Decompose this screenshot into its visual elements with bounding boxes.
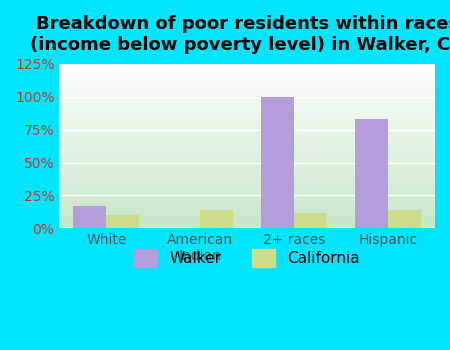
- Bar: [200, 210, 233, 229]
- Bar: [294, 212, 327, 229]
- Bar: [106, 215, 139, 229]
- Bar: [261, 97, 294, 229]
- Bar: [73, 206, 106, 229]
- Bar: [388, 210, 421, 229]
- Legend: Walker, California: Walker, California: [128, 243, 366, 273]
- Title: Breakdown of poor residents within races
(income below poverty level) in Walker,: Breakdown of poor residents within races…: [30, 15, 450, 54]
- Bar: [355, 119, 388, 229]
